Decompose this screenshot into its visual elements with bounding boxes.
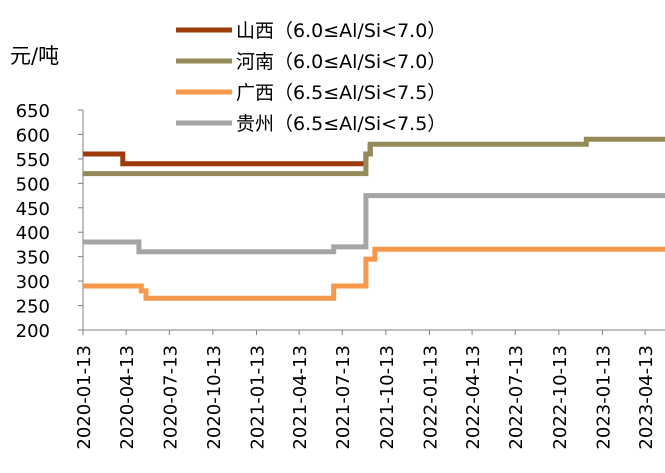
legend-label-2: 河南（6.0≤Al/Si<7.0） (236, 51, 446, 73)
x-tick-label: 2022-07-13 (506, 345, 527, 450)
x-tick-label: 2020-01-13 (74, 345, 95, 450)
x-tick-label: 2021-04-13 (290, 345, 311, 450)
y-tick-label: 650 (16, 101, 50, 122)
x-tick-label: 2021-10-13 (377, 345, 398, 450)
series-line-4 (83, 193, 665, 255)
y-tick-label: 450 (16, 199, 50, 220)
x-tick-label: 2022-01-13 (420, 345, 441, 450)
plot-area (83, 136, 665, 301)
x-tick-label: 2021-01-13 (247, 345, 268, 450)
x-tick-label: 2022-04-13 (463, 345, 484, 450)
x-tick-label: 2020-04-13 (117, 345, 138, 450)
y-tick-label: 200 (16, 321, 50, 342)
legend: 山西（6.0≤Al/Si<7.0） 河南（6.0≤Al/Si<7.0） 广西（6.5… (176, 20, 446, 135)
series-line-3 (83, 246, 665, 301)
y-axis: 200 250 300 350 400 450 500 550 600 650 (16, 101, 84, 342)
legend-label-3: 广西（6.5≤Al/Si<7.5） (236, 82, 446, 104)
y-tick-label: 600 (16, 125, 50, 146)
legend-label-1: 山西（6.0≤Al/Si<7.0） (236, 20, 446, 42)
y-unit-label: 元/吨 (10, 44, 60, 68)
x-tick-label: 2023-01-13 (593, 345, 614, 450)
y-tick-label: 400 (16, 223, 50, 244)
x-tick-label: 2020-07-13 (160, 345, 181, 450)
x-tick-label: 2022-10-13 (550, 345, 571, 450)
y-tick-label: 500 (16, 174, 50, 195)
y-tick-label: 550 (16, 150, 50, 171)
series-line-1 (83, 144, 373, 167)
series-line-2 (83, 136, 665, 177)
legend-label-4: 贵州（6.5≤Al/Si<7.5） (236, 113, 446, 135)
x-tick-label: 2023-04-13 (636, 345, 657, 450)
x-tick-label: 2021-07-13 (333, 345, 354, 450)
x-axis: 2020-01-13 2020-04-13 2020-07-13 2020-10-13… (74, 329, 665, 450)
y-tick-label: 300 (16, 272, 50, 293)
x-tick-label: 2020-10-13 (204, 345, 225, 450)
y-tick-label: 350 (16, 248, 50, 269)
y-tick-label: 250 (16, 297, 50, 318)
